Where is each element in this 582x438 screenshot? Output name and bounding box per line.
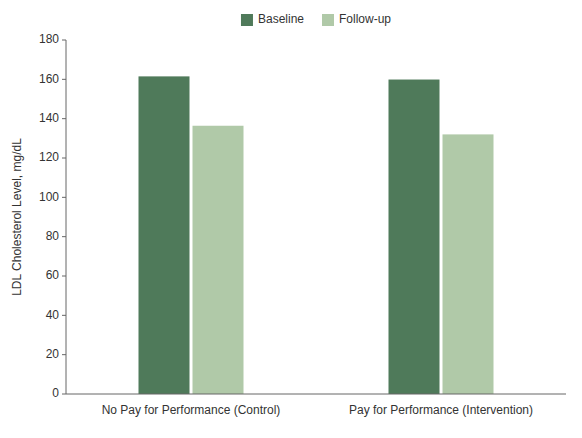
bar — [443, 134, 494, 394]
y-tick — [62, 394, 66, 395]
x-axis-line — [66, 394, 566, 395]
y-tick — [62, 197, 66, 198]
bar — [193, 126, 244, 394]
y-tick — [62, 354, 66, 355]
y-tick — [62, 236, 66, 237]
legend-swatch — [241, 14, 253, 26]
y-axis-label: LDL Cholesterol Level, mg/dL — [10, 138, 24, 296]
y-tick-label: 100 — [39, 190, 59, 204]
y-axis-line — [66, 40, 67, 394]
y-tick — [62, 158, 66, 159]
y-tick — [62, 276, 66, 277]
bar — [389, 80, 440, 394]
bars — [139, 76, 494, 394]
legend-swatch — [322, 14, 334, 26]
x-tick-label: Pay for Performance (Intervention) — [349, 403, 533, 417]
bar — [139, 76, 190, 394]
y-tick-label: 40 — [46, 308, 60, 322]
y-tick-label: 140 — [39, 111, 59, 125]
legend-label: Baseline — [258, 12, 304, 26]
legend: Baseline Follow-up — [241, 12, 391, 26]
y-tick-label: 20 — [46, 347, 60, 361]
y-tick-label: 120 — [39, 150, 59, 164]
x-tick-label: No Pay for Performance (Control) — [102, 403, 281, 417]
y-tick-label: 60 — [46, 268, 60, 282]
y-tick-label: 160 — [39, 72, 59, 86]
chart-container: 0 20 40 60 80 100 120 140 160 180 No Pay for Perfo… — [0, 0, 582, 438]
chart-svg: 0 20 40 60 80 100 120 140 160 180 No Pay for Perfo… — [0, 0, 582, 438]
y-tick-label: 0 — [52, 386, 59, 400]
y-tick — [62, 79, 66, 80]
y-tick — [62, 315, 66, 316]
legend-item: Baseline — [241, 12, 304, 26]
y-tick — [62, 40, 66, 41]
y-tick-label: 180 — [39, 32, 59, 46]
y-tick — [62, 118, 66, 119]
y-tick-label: 80 — [46, 229, 60, 243]
legend-label: Follow-up — [339, 12, 391, 26]
legend-item: Follow-up — [322, 12, 391, 26]
